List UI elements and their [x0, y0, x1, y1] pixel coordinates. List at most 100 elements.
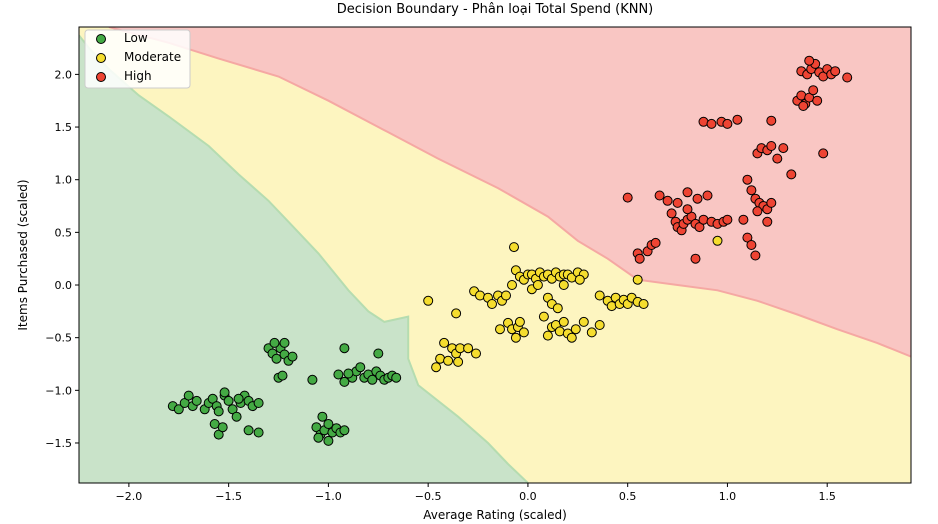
y-tick-label: 1.5 — [55, 121, 73, 134]
point-low — [173, 404, 184, 415]
legend-marker-moderate — [96, 53, 106, 63]
point-high — [650, 237, 661, 248]
point-high — [830, 66, 841, 77]
x-tick-label: 1.0 — [719, 490, 737, 503]
point-low — [323, 419, 334, 429]
point-high — [732, 114, 743, 125]
point-low — [313, 432, 324, 443]
point-low — [339, 376, 350, 387]
point-high — [808, 85, 819, 96]
point-moderate — [594, 290, 605, 301]
x-tick-label: −1.0 — [315, 490, 342, 503]
data-points — [167, 55, 853, 446]
point-high — [702, 190, 713, 201]
point-moderate — [451, 308, 462, 319]
point-low — [277, 370, 288, 381]
point-low — [367, 374, 378, 385]
point-high — [772, 153, 783, 164]
point-low — [231, 411, 242, 422]
legend-label-high: High — [124, 69, 152, 83]
region-low — [79, 35, 528, 483]
point-moderate — [487, 299, 497, 309]
point-low — [213, 406, 224, 417]
point-low — [307, 374, 318, 385]
point-moderate — [509, 242, 519, 253]
point-low — [223, 395, 234, 406]
point-moderate — [423, 295, 434, 306]
y-tick-label: 0.0 — [55, 279, 73, 292]
region-high — [79, 27, 911, 357]
point-high — [786, 169, 797, 180]
legend-box — [84, 29, 191, 89]
point-high — [666, 208, 677, 219]
plot-frame — [78, 26, 912, 484]
y-tick-label: 1.0 — [55, 174, 73, 187]
point-low — [191, 395, 202, 406]
point-low — [271, 353, 282, 364]
point-low — [253, 427, 264, 438]
point-low — [287, 351, 298, 362]
point-moderate — [638, 299, 649, 309]
point-moderate — [570, 324, 581, 335]
point-high — [818, 148, 829, 159]
point-moderate — [538, 311, 549, 322]
point-moderate — [495, 324, 505, 335]
x-axis-ticks: −2.0 −1.5 −1.0 −0.5 0.0 0.5 1.0 1.5 — [116, 483, 836, 503]
point-moderate — [514, 316, 525, 327]
point-high — [842, 72, 853, 83]
y-axis-ticks: −1.5 −1.0 −0.5 0.0 0.5 1.0 1.5 2.0 — [45, 68, 79, 450]
point-moderate — [632, 274, 643, 285]
x-tick-label: −1.5 — [215, 490, 242, 503]
point-moderate — [510, 332, 521, 343]
x-tick-label: −0.5 — [415, 490, 442, 503]
point-moderate — [566, 332, 577, 343]
point-low — [373, 348, 384, 359]
point-moderate — [578, 316, 589, 327]
legend-label-low: Low — [124, 31, 148, 45]
y-tick-label: 2.0 — [55, 68, 73, 81]
point-moderate — [558, 316, 569, 327]
point-high — [682, 204, 693, 215]
point-high — [654, 190, 665, 201]
point-low — [233, 393, 244, 404]
point-low — [339, 425, 350, 436]
point-moderate — [518, 327, 529, 338]
legend-label-moderate: Moderate — [124, 50, 181, 64]
point-moderate — [471, 348, 481, 359]
point-high — [746, 185, 757, 196]
point-high — [804, 55, 815, 66]
point-high — [690, 253, 701, 264]
point-moderate — [558, 280, 569, 290]
x-tick-label: 0.0 — [519, 490, 537, 503]
point-high — [634, 253, 645, 264]
y-tick-label: 0.5 — [55, 226, 73, 239]
legend-marker-high — [96, 72, 106, 82]
point-moderate — [501, 290, 511, 301]
point-high — [738, 214, 749, 225]
x-axis-label: Average Rating (scaled) — [423, 508, 567, 522]
point-moderate — [552, 303, 563, 314]
y-tick-label: −1.5 — [45, 437, 72, 450]
legend-marker-low — [96, 34, 106, 44]
point-high — [812, 95, 823, 106]
point-moderate — [453, 356, 464, 367]
point-high — [622, 192, 633, 203]
point-moderate — [507, 280, 517, 290]
point-low — [243, 425, 254, 436]
point-high — [766, 115, 777, 126]
point-low — [343, 368, 354, 379]
point-low — [317, 411, 328, 422]
decision-regions — [79, 27, 911, 483]
point-low — [391, 372, 402, 383]
point-low — [355, 362, 366, 373]
point-moderate — [712, 235, 723, 246]
point-low — [339, 343, 350, 354]
point-moderate — [594, 320, 605, 330]
point-moderate — [463, 343, 474, 354]
y-tick-label: −1.0 — [45, 384, 72, 397]
point-moderate — [431, 362, 442, 373]
point-low — [219, 387, 230, 398]
point-low — [253, 398, 264, 408]
point-low — [323, 435, 334, 446]
